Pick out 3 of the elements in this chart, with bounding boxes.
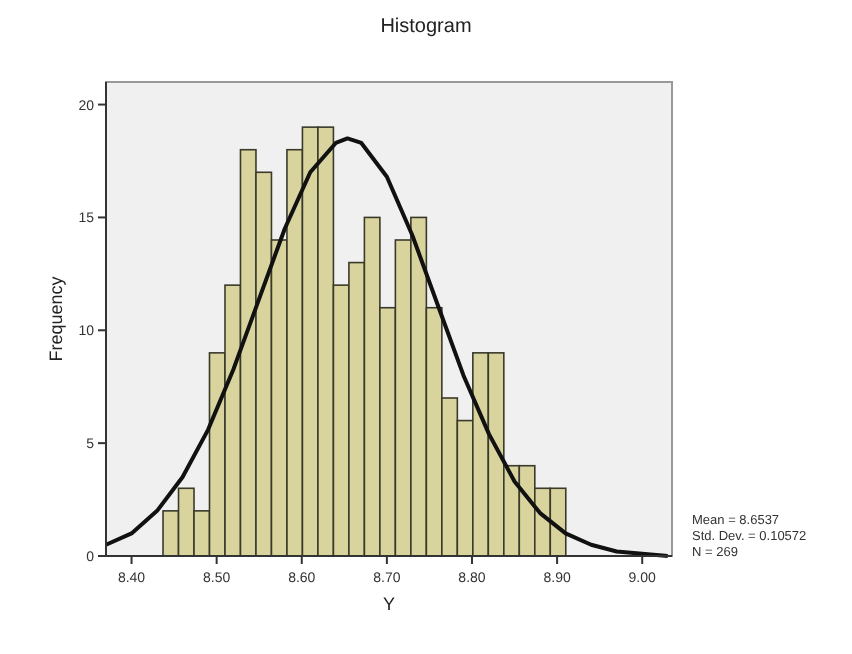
chart-title: Histogram <box>380 16 472 38</box>
y-axis-title: Frequency <box>46 275 66 362</box>
x-axis-title: Y <box>382 594 396 614</box>
